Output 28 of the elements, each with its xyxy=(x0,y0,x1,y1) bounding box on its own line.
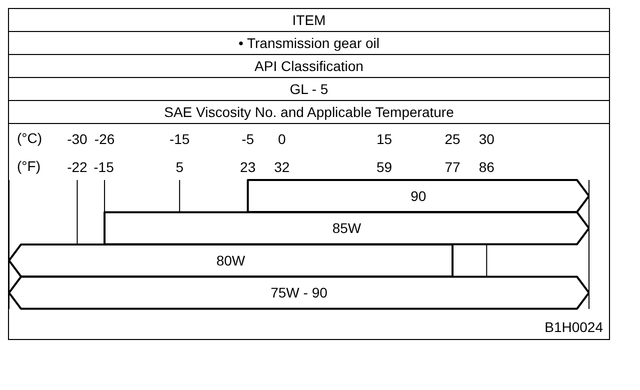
x2-tick-label: 86 xyxy=(478,159,495,175)
chart-subtitle: • Transmission gear oil xyxy=(9,32,609,55)
x-tick-label: -30 xyxy=(67,131,88,147)
x-tick-label: 15 xyxy=(376,131,392,147)
x2-tick-label: 32 xyxy=(274,159,290,175)
x-tick-label: -26 xyxy=(94,131,115,147)
x2-tick-label: -22 xyxy=(67,159,88,175)
x-tick-label: 0 xyxy=(278,131,286,147)
x2-tick-label: 59 xyxy=(376,159,392,175)
x-tick-label: 30 xyxy=(478,131,495,147)
y-tick-label: 80W xyxy=(216,252,246,268)
x-tick-label: 25 xyxy=(444,131,461,147)
x-tick-label: -15 xyxy=(169,131,190,147)
text: B1H0024 xyxy=(544,319,603,335)
y-tick-label: 75W - 90 xyxy=(270,284,328,301)
x-tick-label: -5 xyxy=(242,131,254,147)
x2-axis-title: (°F) xyxy=(17,158,40,174)
x2-tick-label: 23 xyxy=(240,159,256,175)
text: API Classification xyxy=(9,55,609,78)
x2-tick-label: 5 xyxy=(176,159,184,175)
y-tick-label: 85W xyxy=(332,220,362,236)
x2-tick-label: 77 xyxy=(444,159,461,175)
text: GL - 5 xyxy=(9,78,609,101)
text: SAE Viscosity No. and Applicable Temperature xyxy=(9,101,609,124)
x-axis-title: (°C) xyxy=(17,130,42,146)
x2-tick-label: -15 xyxy=(94,159,114,175)
chart-title: ITEM xyxy=(9,9,609,32)
y-tick-label: 90 xyxy=(410,188,426,204)
